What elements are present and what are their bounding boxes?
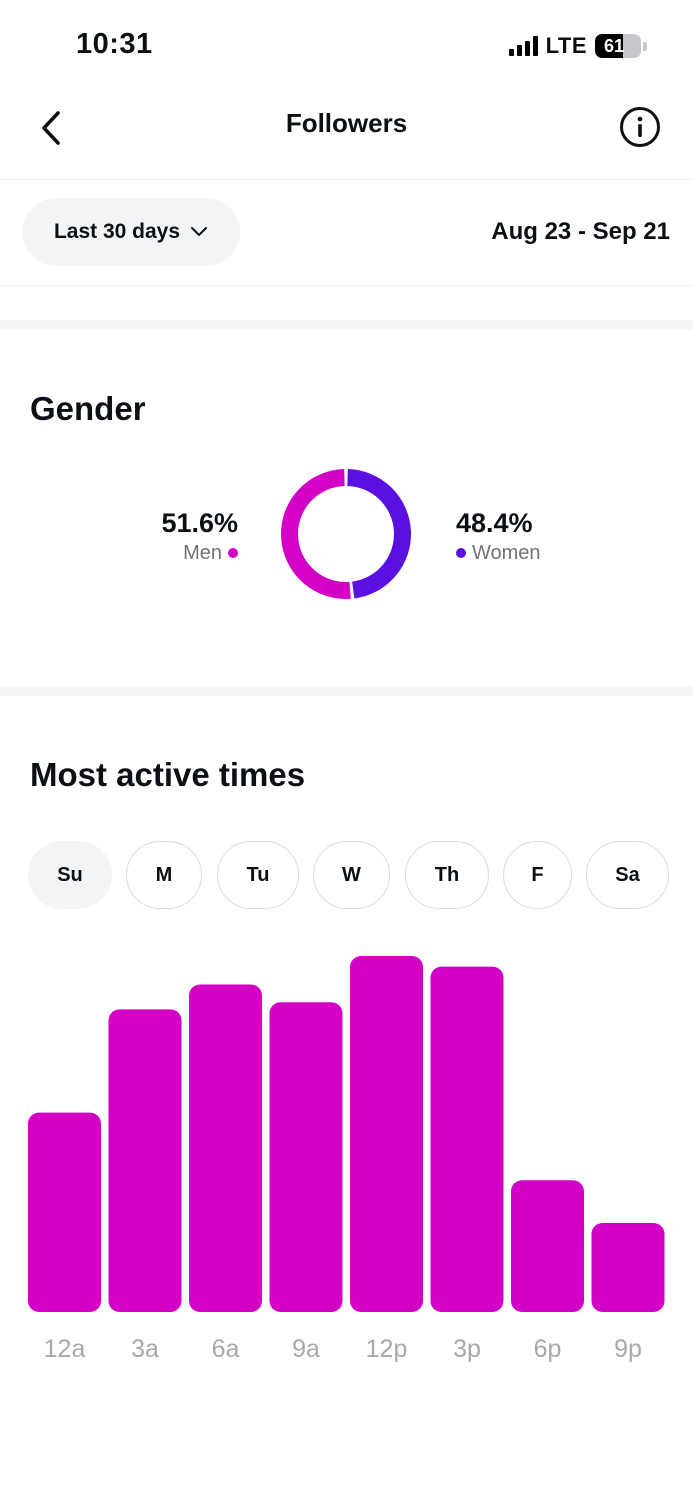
bar-3p[interactable] <box>430 966 504 1312</box>
tick-label-6a: 6a <box>212 1335 240 1363</box>
status-time: 10:31 <box>76 28 153 60</box>
tick-label-12p: 12p <box>366 1335 408 1363</box>
bar-3a[interactable] <box>108 1009 182 1312</box>
day-chip-sa[interactable]: Sa <box>586 841 669 909</box>
men-percent: 51.6% <box>161 508 238 538</box>
back-button[interactable] <box>30 106 74 150</box>
men-label: Men <box>183 542 222 564</box>
women-legend: Women <box>456 540 541 566</box>
chevron-down-icon <box>191 227 208 236</box>
section-divider <box>0 686 693 696</box>
battery-icon: 61 <box>595 34 641 58</box>
tick-label-3a: 3a <box>131 1335 159 1363</box>
men-dot-icon <box>228 548 238 558</box>
bar-12a[interactable] <box>28 1112 101 1312</box>
tick-label-9p: 9p <box>614 1335 642 1363</box>
date-range: Aug 23 - Sep 21 <box>491 218 670 245</box>
day-chip-m[interactable]: M <box>126 841 202 909</box>
battery-cap <box>643 41 647 51</box>
tick-label-9a: 9a <box>292 1335 320 1363</box>
network-type: LTE <box>545 33 587 58</box>
day-chip-tu[interactable]: Tu <box>217 841 299 909</box>
gender-women-stat: 48.4% Women <box>456 506 541 566</box>
tick-label-12a: 12a <box>44 1335 86 1363</box>
date-filter-row: Last 30 days Aug 23 - Sep 21 <box>0 180 693 286</box>
bar-6a[interactable] <box>189 984 262 1312</box>
status-indicators: LTE 61 <box>508 33 647 59</box>
status-bar: 10:31 LTE 61 <box>0 0 693 90</box>
period-dropdown[interactable]: Last 30 days <box>22 198 240 266</box>
day-chip-th[interactable]: Th <box>405 841 489 909</box>
day-selector: Su M Tu W Th F Sa <box>0 841 693 909</box>
section-divider <box>0 320 693 330</box>
active-times-bar-chart: 12a 3a 6a 9a 12p 3p 6p 9p <box>28 956 665 1363</box>
gender-men-stat: 51.6% Men <box>161 506 238 566</box>
bar-12p[interactable] <box>350 956 423 1312</box>
women-label: Women <box>472 542 541 564</box>
donut-slice-men <box>281 469 351 599</box>
info-circle-icon <box>620 107 660 147</box>
chevron-left-icon <box>42 111 60 145</box>
battery-level: 61 <box>603 36 625 56</box>
tick-label-6p: 6p <box>534 1335 562 1363</box>
day-chip-w[interactable]: W <box>313 841 390 909</box>
bar-6p[interactable] <box>511 1180 584 1312</box>
bar-9p[interactable] <box>591 1223 665 1312</box>
men-legend: Men <box>161 540 238 566</box>
women-percent: 48.4% <box>456 508 533 538</box>
women-dot-icon <box>456 548 466 558</box>
day-chip-f[interactable]: F <box>503 841 572 909</box>
gender-title: Gender <box>30 390 146 427</box>
tick-label-3p: 3p <box>453 1335 481 1363</box>
gender-donut-chart <box>281 469 411 599</box>
active-times-title: Most active times <box>30 756 306 793</box>
bar-9a[interactable] <box>269 1002 343 1312</box>
signal-icon <box>508 36 538 56</box>
donut-slice-women <box>347 469 411 599</box>
nav-bar: Followers <box>0 90 693 180</box>
page-title: Followers <box>285 108 408 138</box>
info-button[interactable] <box>617 104 663 150</box>
day-chip-su[interactable]: Su <box>28 841 112 909</box>
battery-fill <box>595 34 624 58</box>
period-label: Last 30 days <box>53 220 181 243</box>
